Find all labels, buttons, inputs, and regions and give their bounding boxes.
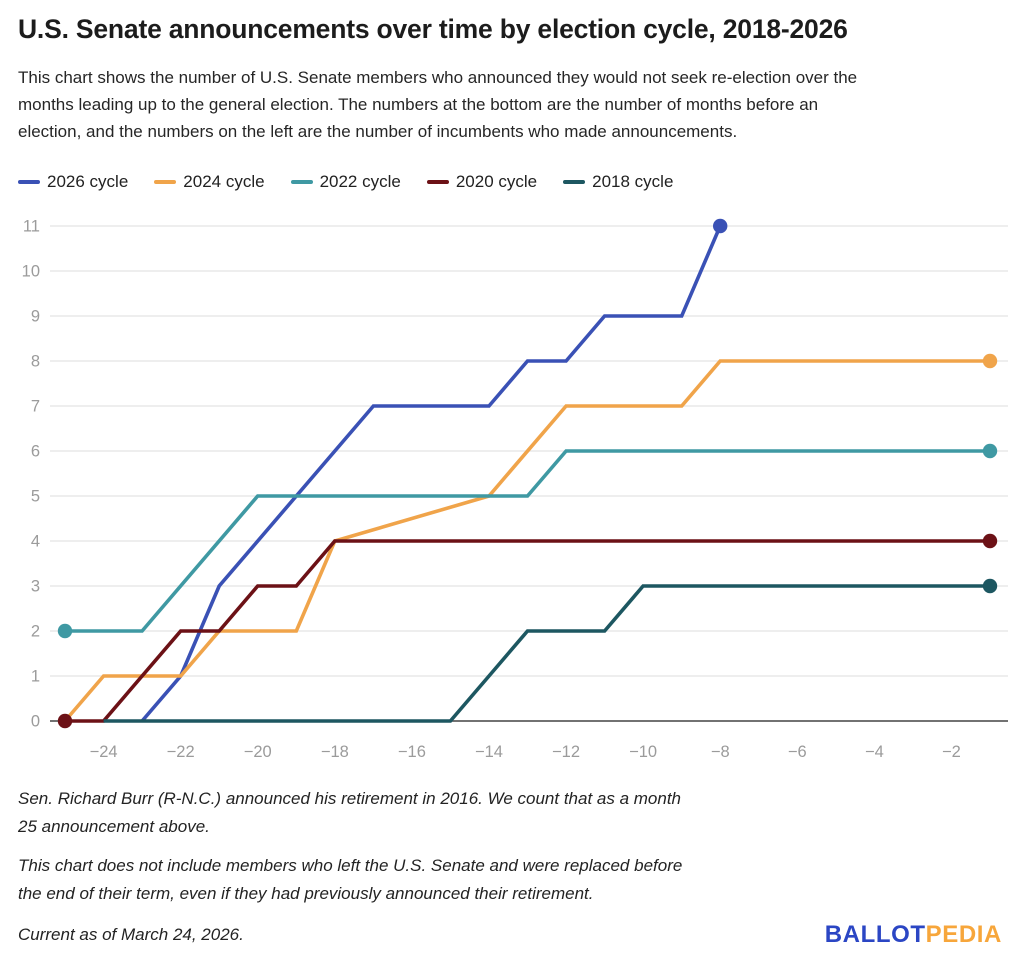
series-marker-2018-cycle-at--1 (982, 578, 998, 594)
legend-label: 2022 cycle (319, 172, 401, 191)
x-axis-tick-labels: −24 −22 −20 −18 −16 −14 −12 −10 −8 −6 −4 −2 (90, 743, 961, 761)
legend-swatch-icon (563, 179, 586, 185)
x-tick-label--10: −10 (629, 743, 657, 761)
series-2024-cycle (63, 353, 998, 723)
legend-label: 2018 cycle (592, 172, 674, 191)
y-tick-label-0: 0 (31, 713, 40, 731)
description-line-3: election, and the numbers on the left ar… (18, 122, 738, 141)
description-line-1: This chart shows the number of U.S. Sena… (18, 68, 858, 87)
ballotpedia-logo: BALLOTPEDIA (825, 921, 1002, 949)
x-tick-label--20: −20 (244, 743, 272, 761)
footnote-burr: Sen. Richard Burr (R-N.C.) announced his… (18, 785, 681, 841)
legend-swatch-icon (426, 179, 449, 185)
x-tick-label--14: −14 (475, 743, 503, 761)
series-2022-cycle (57, 443, 998, 639)
legend-swatch-icon (18, 179, 40, 185)
legend-item-2018-cycle[interactable]: 2018 cycle (563, 172, 673, 192)
y-tick-label-1: 1 (31, 668, 40, 686)
legend-item-2026-cycle[interactable]: 2026 cycle (18, 172, 128, 192)
x-tick-label--16: −16 (398, 743, 426, 761)
current-as-of-text: Current as of March 24, 2026. (18, 925, 244, 944)
series-2018-cycle (103, 578, 998, 723)
y-tick-label-11: 11 (23, 218, 40, 236)
footnote-exclusions: This chart does not include members who … (18, 852, 682, 908)
x-tick-label--8: −8 (711, 743, 730, 761)
series-2026-cycle (140, 218, 728, 723)
description-line-2: months leading up to the general electio… (18, 95, 819, 114)
footnote-exclusions-line-2: the end of their term, even if they had … (18, 884, 594, 903)
x-tick-label--12: −12 (552, 743, 580, 761)
legend-item-2020-cycle[interactable]: 2020 cycle (426, 172, 538, 192)
y-tick-label-7: 7 (31, 398, 40, 416)
series-line-2018-cycle (103, 584, 990, 723)
x-tick-label--6: −6 (788, 743, 807, 761)
legend-item-2022-cycle[interactable]: 2022 cycle (290, 172, 401, 192)
legend-swatch-icon (154, 179, 177, 185)
y-tick-label-8: 8 (31, 353, 40, 371)
series-2020-cycle (57, 533, 998, 729)
chart-legend: 2026 cycle 2024 cycle 2022 cycle 2020 cycle… (18, 172, 673, 192)
series-marker-2026-cycle-at--8 (713, 218, 728, 234)
series-line-2022-cycle (65, 449, 990, 633)
y-tick-label-3: 3 (31, 578, 40, 596)
footnote-burr-line-2: 25 announcement above. (18, 817, 210, 836)
series-marker-2022-cycle-at--1 (982, 443, 998, 459)
series-marker-2024-cycle-at--1 (982, 353, 998, 369)
series-marker-2022-cycle-at--25 (57, 623, 73, 639)
series-line-2020-cycle (65, 539, 990, 723)
y-tick-label-5: 5 (31, 488, 40, 506)
legend-item-2024-cycle[interactable]: 2024 cycle (154, 172, 265, 192)
ballotpedia-logo-ballot: BALLOT (824, 921, 926, 948)
footnote-exclusions-line-1: This chart does not include members who … (18, 856, 683, 875)
y-axis-tick-labels: 0 1 2 3 4 5 6 7 8 9 10 11 (22, 218, 40, 731)
y-tick-label-4: 4 (31, 533, 40, 551)
x-tick-label--22: −22 (167, 743, 195, 761)
chart-description: This chart shows the number of U.S. Sena… (18, 64, 857, 145)
series-marker-2020-cycle-at--1 (982, 533, 998, 549)
x-tick-label--24: −24 (90, 743, 118, 761)
x-tick-label--18: −18 (321, 743, 349, 761)
y-tick-label-9: 9 (31, 308, 40, 326)
y-tick-label-6: 6 (31, 443, 40, 461)
y-tick-label-10: 10 (22, 263, 40, 281)
series-line-2026-cycle (140, 225, 722, 723)
y-tick-label-2: 2 (31, 623, 40, 641)
footnote-burr-line-1: Sen. Richard Burr (R-N.C.) announced his… (18, 789, 682, 808)
page-title: U.S. Senate announcements over time by e… (18, 14, 848, 44)
legend-label: 2026 cycle (47, 172, 129, 191)
series-marker-2020-cycle-at--25 (57, 713, 73, 729)
legend-label: 2020 cycle (455, 172, 538, 191)
legend-label: 2024 cycle (183, 172, 265, 191)
legend-swatch-icon (290, 179, 313, 185)
ballotpedia-logo-pedia: PEDIA (925, 921, 1002, 948)
footnote-current-as-of: Current as of March 24, 2026. (18, 921, 244, 949)
x-tick-label--2: −2 (942, 743, 961, 761)
x-tick-label--4: −4 (865, 743, 884, 761)
